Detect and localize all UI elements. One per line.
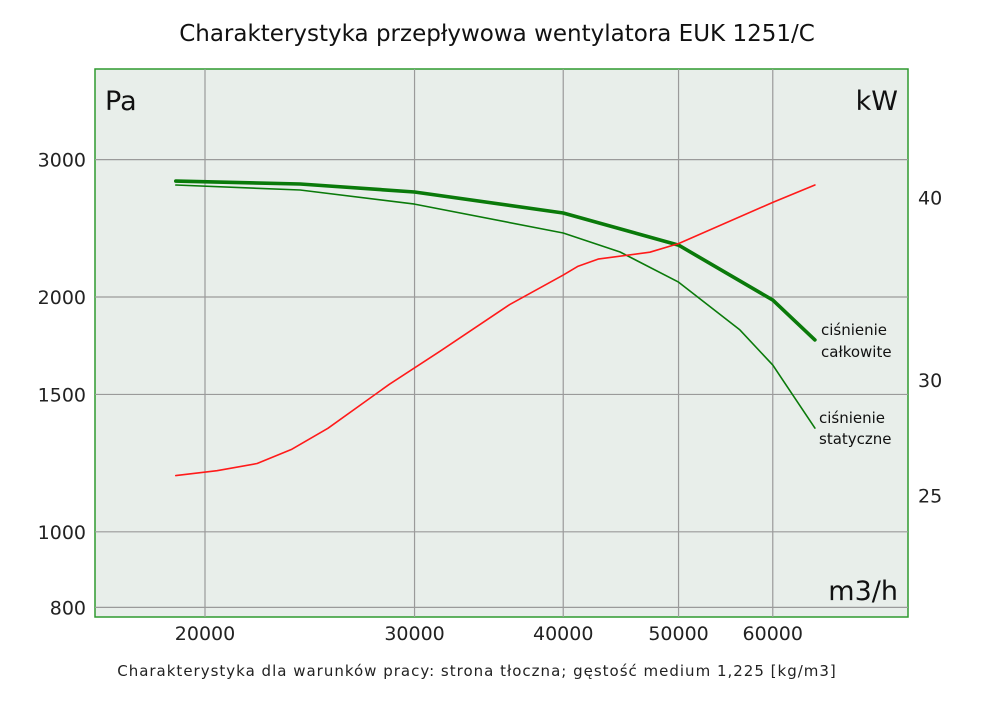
series-line-total-pressure [174,179,817,342]
label-static-pressure-1: ciśnienie [819,409,885,427]
label-total-pressure-1: ciśnienie [821,321,887,339]
y-left-tick-label: 2000 [38,287,86,309]
plot-area [94,68,909,618]
label-static-pressure-2: statyczne [819,430,892,448]
y-left-tick-label: 800 [50,597,86,619]
x-tick-label: 50000 [648,623,708,645]
x-tick-label: 20000 [175,623,235,645]
grid [95,69,908,617]
y-right-unit: kW [856,86,898,117]
y-right-tick-label: 30 [918,370,942,392]
y-left-tick-label: 3000 [38,150,86,172]
x-tick-label: 30000 [384,623,444,645]
chart-footnote: Charakterystyka dla warunków pracy: stro… [117,662,837,680]
label-total-pressure-2: całkowite [821,343,892,361]
series-group [174,179,817,477]
y-left-tick-label: 1500 [38,384,86,406]
x-tick-label: 60000 [743,623,803,645]
x-tick-label: 40000 [533,623,593,645]
ticks: 20000 30000 40000 50000 60000 800 1000 1500 2000… [38,150,943,645]
y-left-tick-label: 1000 [38,522,86,544]
x-unit: m3/h [828,576,898,607]
y-right-tick-label: 25 [918,486,942,508]
y-left-unit: Pa [105,86,137,117]
series-line-static-pressure [175,184,816,429]
series-line-power [175,184,816,477]
chart-title: Charakterystyka przepływowa wentylatora … [179,21,815,47]
y-right-tick-label: 40 [918,188,942,210]
